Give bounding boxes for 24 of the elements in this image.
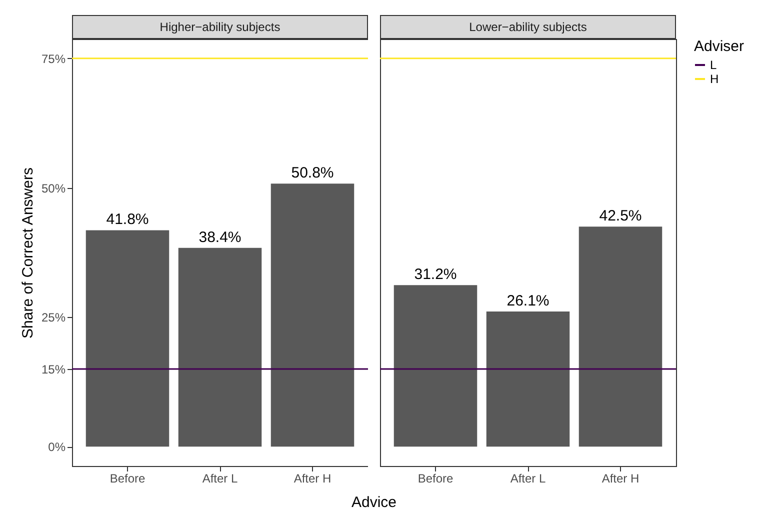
x-tick-label: After L bbox=[510, 472, 546, 486]
y-tick-label: 25% bbox=[41, 310, 66, 325]
data-label: 41.8% bbox=[106, 211, 149, 228]
data-label: 31.2% bbox=[414, 266, 457, 284]
legend-label: L bbox=[710, 58, 717, 72]
x-tick-label: After H bbox=[602, 472, 640, 486]
x-axis-title: Advice bbox=[351, 494, 397, 511]
y-tick-label: 15% bbox=[41, 362, 66, 376]
data-label: 38.4% bbox=[198, 228, 242, 246]
legend-label: H bbox=[710, 72, 719, 86]
y-tick-label: 75% bbox=[41, 52, 66, 66]
x-tick-label: Before bbox=[110, 472, 146, 486]
chart-title: Higher−ability subjects bbox=[72, 15, 368, 39]
legend-title: Adviser bbox=[694, 38, 744, 55]
data-label: 50.8% bbox=[291, 164, 334, 182]
data-label: 42.5% bbox=[599, 208, 642, 225]
x-tick-label: After H bbox=[294, 472, 332, 486]
y-tick-label: 0% bbox=[48, 440, 66, 454]
y-axis-title: Share of Correct Answers bbox=[19, 168, 36, 338]
y-tick-label: 50% bbox=[41, 181, 66, 196]
x-tick-label: After L bbox=[202, 472, 238, 486]
chart-title: Lower−ability subjects bbox=[380, 15, 676, 39]
data-label: 26.1% bbox=[506, 292, 550, 310]
x-tick-label: Before bbox=[418, 472, 454, 486]
